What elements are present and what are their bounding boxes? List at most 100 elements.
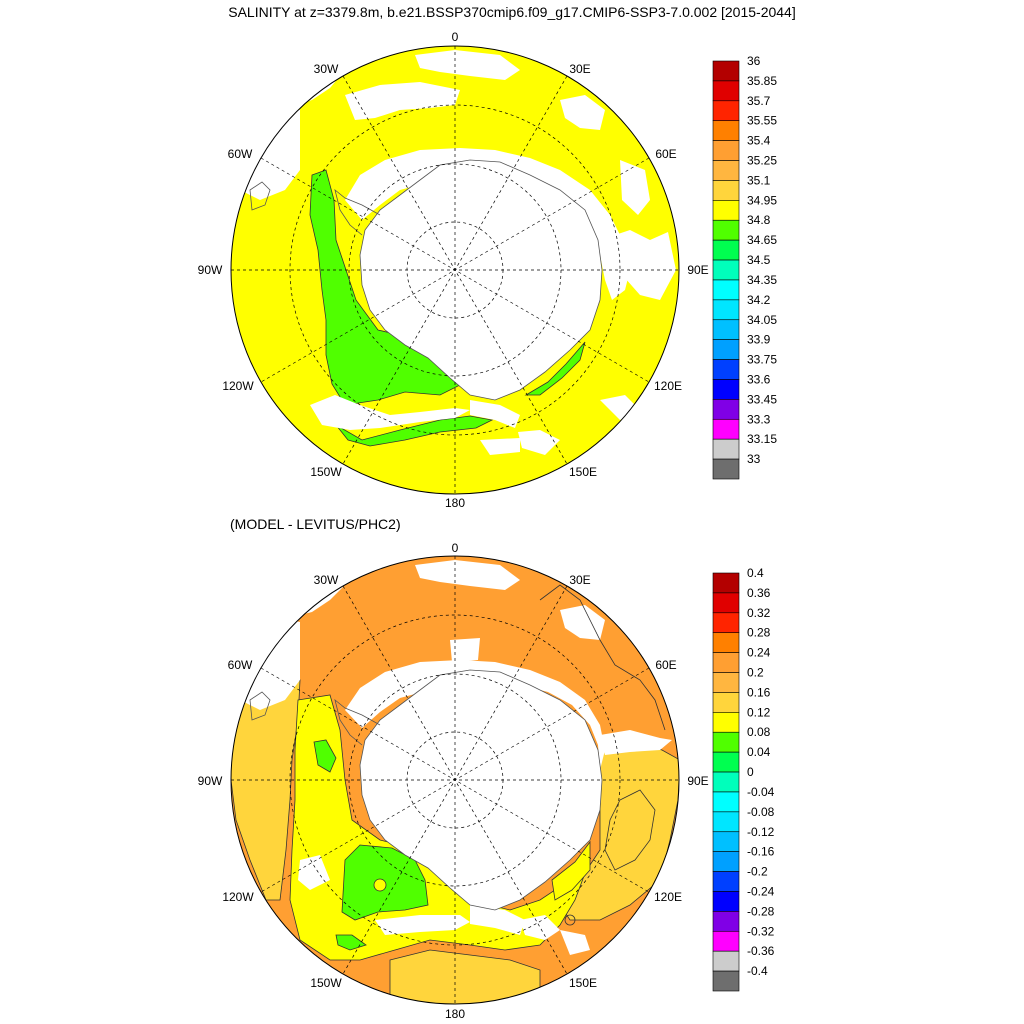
colorbar-swatch (712, 652, 740, 673)
colorbar-label: -0.28 (747, 904, 775, 918)
colorbar-label: 0.08 (747, 725, 771, 739)
contour-line (539, 584, 666, 731)
colorbar-label: 0.24 (747, 646, 771, 660)
lon-label: 60E (655, 147, 676, 161)
colorbar-swatch (712, 751, 740, 773)
colorbar-label: 35.1 (747, 173, 771, 187)
colorbar-label: 35.7 (747, 94, 771, 108)
lon-label: 150W (310, 976, 342, 990)
colorbar-swatch (712, 911, 740, 932)
colorbar-label: 34.05 (747, 313, 777, 327)
lon-label: 90E (687, 263, 708, 277)
antarctic-coastline (359, 159, 603, 401)
colorbar-swatch (712, 592, 740, 614)
colorbar-label: 33 (747, 452, 761, 466)
longitude-labels: 0 30E 60E 90E 120E 150E 180 150W 120W 90… (198, 30, 709, 510)
colorbar-swatch (712, 200, 740, 221)
lon-label: 60W (228, 147, 253, 161)
longitude-labels: 0 30E 60E 90E 120E 150E 180 150W 120W 90… (198, 541, 709, 1021)
figure-title: SALINITY at z=3379.8m, b.e21.BSSP370cmip… (228, 4, 796, 20)
colorbar-label: -0.36 (747, 944, 775, 958)
colorbar-swatch (712, 458, 740, 480)
salinity-colorbar: 36 35.85 35.7 35.55 35.4 35.25 35.1 34.95 34.8 34… (712, 54, 777, 480)
map-border (230, 45, 680, 495)
colorbar-label: 34.5 (747, 253, 771, 267)
colorbar-swatch (712, 831, 740, 852)
south-america-tip (249, 691, 271, 721)
colorbar-label: 33.3 (747, 412, 771, 426)
antarctic-coastline (359, 669, 603, 911)
colorbar-swatch (712, 871, 740, 892)
colorbar-swatch (712, 791, 740, 813)
colorbar-swatch (712, 319, 740, 340)
colorbar-label: -0.04 (747, 785, 775, 799)
lon-label: 180 (445, 496, 465, 510)
colorbar-label: 0.16 (747, 685, 771, 699)
contour-line (604, 789, 656, 871)
colorbar-swatch (712, 632, 740, 653)
graticule (231, 46, 679, 494)
contour-loop (564, 914, 576, 926)
colorbar-label: -0.2 (747, 865, 768, 879)
colorbar-swatch (712, 612, 740, 634)
colorbar-swatch (712, 950, 740, 972)
lon-label: 150E (569, 465, 597, 479)
colorbar-swatch (712, 279, 740, 301)
colorbar-label: 33.15 (747, 432, 777, 446)
colorbar-label: 36 (747, 54, 761, 68)
colorbar-label: 0.12 (747, 705, 771, 719)
difference-polar-map: 0 30E 60E 90E 120E 150E 180 150W 120W 90… (198, 541, 709, 1021)
colorbar-swatch (712, 120, 740, 141)
colorbar-swatch (712, 970, 740, 992)
colorbar-swatch (712, 692, 740, 713)
lon-label: 60E (655, 658, 676, 672)
colorbar-label: 33.45 (747, 392, 777, 406)
colorbar-swatch (712, 712, 740, 733)
lon-label: 150E (569, 976, 597, 990)
colorbar-label: 0.2 (747, 666, 764, 680)
antarctic-peninsula (334, 188, 381, 236)
colorbar-swatch (712, 438, 740, 460)
lon-label: 30E (569, 62, 590, 76)
difference-colorbar: 0.4 0.36 0.32 0.28 0.24 0.2 0.16 0.12 0.08 0.04 0 -… (712, 566, 775, 992)
colorbar-swatch (712, 731, 740, 753)
colorbar-swatch (712, 80, 740, 102)
colorbar-label: 35.4 (747, 134, 771, 148)
lon-label: 90E (687, 774, 708, 788)
lon-label: 30W (314, 62, 339, 76)
colorbar-swatch (712, 672, 740, 693)
lon-label: 120E (654, 890, 682, 904)
colorbar-label: -0.32 (747, 924, 775, 938)
colorbar-swatch (712, 100, 740, 122)
colorbar-swatch (712, 572, 740, 594)
lon-label: 60W (228, 658, 253, 672)
colorbar-label: 34.8 (747, 213, 771, 227)
colorbar-label: -0.12 (747, 825, 775, 839)
colorbar-label: 0 (747, 765, 754, 779)
graticule (231, 556, 679, 1004)
colorbar-swatch (712, 811, 740, 833)
salinity-polar-map: 0 30E 60E 90E 120E 150E 180 150W 120W 90… (198, 30, 709, 510)
colorbar-label: 0.36 (747, 586, 771, 600)
colorbar-label: 33.75 (747, 353, 777, 367)
colorbar-label: -0.16 (747, 845, 775, 859)
diff-yellow-spot (373, 878, 387, 892)
colorbar-swatch (712, 180, 740, 201)
lon-label: 180 (445, 1007, 465, 1021)
colorbar-label: 34.2 (747, 293, 771, 307)
colorbar-swatch (712, 219, 740, 241)
colorbar-swatch (712, 60, 740, 82)
colorbar-swatch (712, 259, 740, 281)
colorbar-swatch (712, 239, 740, 261)
colorbar-swatch (712, 299, 740, 321)
colorbar-label: -0.4 (747, 964, 768, 978)
map-border (230, 555, 680, 1005)
missing-data-areas (240, 50, 676, 455)
colorbar-swatch (712, 160, 740, 181)
lon-label: 30W (314, 573, 339, 587)
colorbar-label: 35.85 (747, 74, 777, 88)
lon-label: 90W (198, 774, 223, 788)
lon-label: 90W (198, 263, 223, 277)
colorbar-label: -0.08 (747, 805, 775, 819)
